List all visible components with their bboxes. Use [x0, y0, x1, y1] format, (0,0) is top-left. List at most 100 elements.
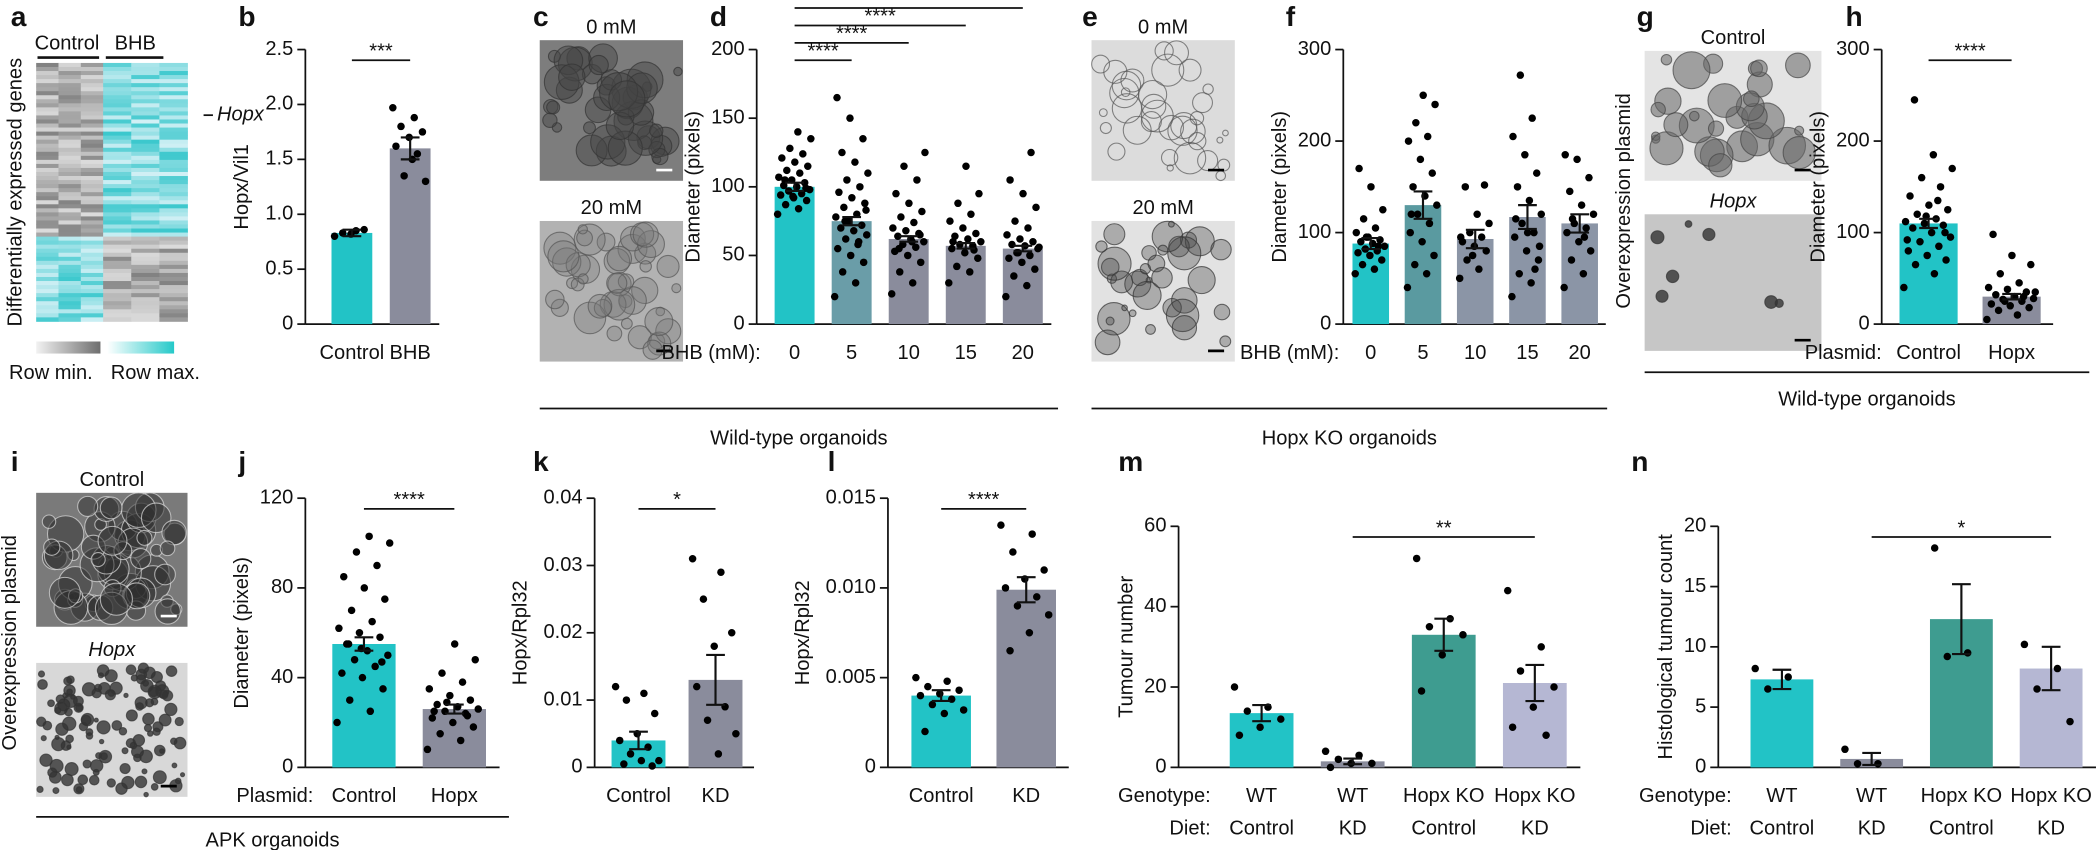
organoid	[547, 240, 580, 273]
heatmap-cell	[80, 143, 104, 149]
heatmap-cell	[36, 252, 59, 258]
organoid	[1216, 136, 1224, 144]
data-point	[1235, 731, 1244, 739]
data-point	[355, 629, 364, 637]
data-point	[400, 172, 408, 180]
data-point	[848, 194, 856, 202]
data-point	[1510, 233, 1519, 241]
data-point	[908, 279, 917, 287]
data-point	[843, 176, 851, 184]
heatmap-cell	[58, 167, 82, 173]
heatmap-cell	[131, 272, 160, 278]
data-point	[961, 248, 969, 257]
heatmap-cell	[159, 289, 188, 294]
heatmap-cell	[131, 131, 160, 137]
x-tick-label: 0	[1365, 342, 1376, 364]
bar	[331, 232, 373, 325]
organoid	[52, 787, 60, 795]
data-point	[1044, 611, 1053, 619]
organoid	[40, 735, 47, 742]
organoid	[136, 529, 153, 546]
organoid	[99, 496, 123, 520]
heatmap-cell	[131, 143, 160, 149]
heatmap-cell	[36, 268, 59, 274]
y-tick-label: 0	[282, 312, 293, 334]
data-point	[1580, 233, 1589, 241]
y-tick-label: 0	[1695, 756, 1706, 778]
organoid	[93, 717, 99, 723]
x-tick-label: 15	[1516, 342, 1538, 364]
organoid	[1708, 153, 1733, 178]
data-point	[469, 723, 478, 731]
organoid	[150, 697, 159, 706]
data-point	[438, 669, 446, 677]
legend-gradient	[36, 341, 101, 354]
heatmap-cell	[131, 281, 160, 286]
data-point	[859, 135, 867, 143]
heatmap-cell	[80, 297, 104, 302]
organoid	[1157, 244, 1169, 256]
organoid	[1192, 92, 1213, 114]
heatmap-cell	[159, 276, 188, 282]
data-point	[794, 128, 802, 136]
data-point	[2029, 294, 2038, 303]
organoid	[142, 712, 155, 726]
heatmap-cell	[36, 220, 59, 225]
heatmap-cell	[159, 139, 188, 145]
data-point	[1874, 760, 1882, 768]
bar	[831, 221, 872, 325]
y-tick-label: 80	[271, 576, 293, 598]
panel-letter: n	[1631, 446, 1648, 477]
data-point	[1031, 265, 1039, 273]
heatmap-cell	[159, 188, 188, 193]
x-tick-label: Control	[909, 785, 974, 807]
y-tick-label: 20	[1144, 675, 1166, 697]
heatmap-cell	[159, 155, 188, 161]
organoid	[1702, 227, 1716, 242]
data-point	[1927, 228, 1936, 237]
heatmap-cell	[36, 305, 59, 310]
significance-label: ****	[1954, 41, 1985, 63]
y-tick-label: 0.03	[544, 554, 583, 576]
data-point	[1903, 236, 1912, 244]
data-point	[1403, 283, 1412, 292]
organoid	[599, 290, 627, 318]
organoid	[1672, 51, 1711, 90]
image-label: 20 mM	[1132, 197, 1193, 219]
heatmap-cell	[159, 244, 188, 250]
data-point	[902, 226, 910, 235]
heatmap-cell	[80, 95, 104, 100]
heatmap-cell	[159, 216, 188, 221]
panel-letter: a	[11, 1, 27, 32]
data-point	[338, 669, 346, 677]
heatmap-cell	[58, 151, 82, 157]
heatmap-cell	[58, 281, 82, 286]
data-point	[717, 568, 725, 576]
heatmap-cell	[103, 289, 132, 294]
organoid	[1663, 112, 1689, 138]
data-point	[385, 539, 394, 547]
heatmap-cell	[159, 224, 188, 229]
organoid	[644, 307, 674, 337]
data-point	[1568, 215, 1577, 223]
heatmap-cell	[36, 248, 59, 254]
organoid	[606, 325, 623, 342]
data-point	[1941, 228, 1949, 237]
data-point	[1379, 205, 1387, 214]
heatmap-cell	[159, 208, 188, 213]
data-point	[1579, 270, 1588, 278]
heatmap-cell	[58, 212, 82, 217]
heatmap-cell	[80, 256, 104, 262]
heatmap-cell	[103, 176, 132, 181]
data-point	[471, 655, 479, 664]
data-point	[861, 199, 869, 208]
y-tick-label: 50	[722, 244, 744, 266]
organoid	[1121, 304, 1128, 312]
organoid	[1188, 131, 1207, 151]
data-point	[1008, 240, 1016, 249]
heatmap-cell	[36, 276, 59, 282]
y-tick-label: 2.5	[265, 38, 293, 60]
data-point	[807, 135, 815, 143]
heatmap-cell	[103, 87, 132, 92]
